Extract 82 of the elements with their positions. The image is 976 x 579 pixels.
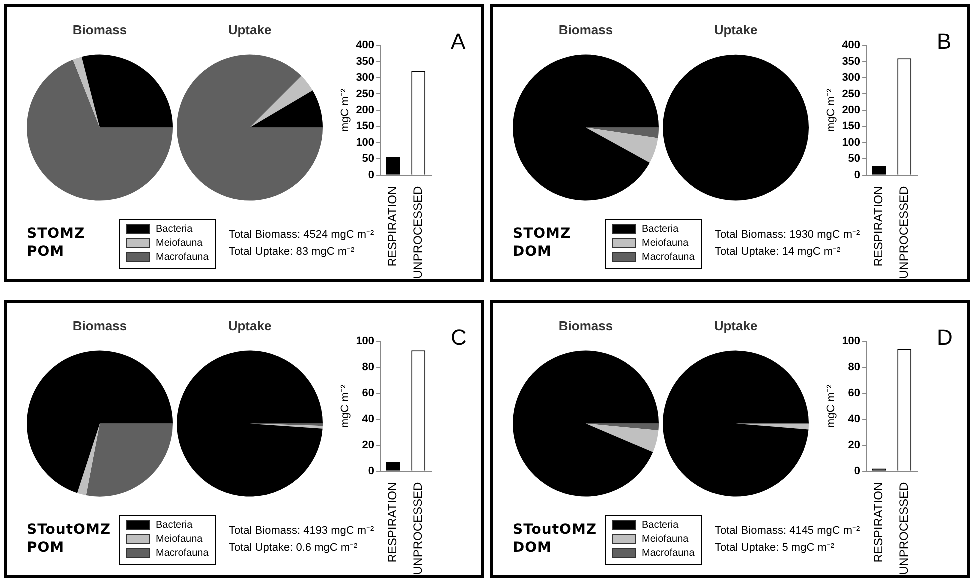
text: DOM	[513, 243, 553, 261]
text: Total Biomass: 4193 mgC m⁻²	[229, 524, 374, 539]
y-axis-title: mgC m⁻²	[340, 88, 352, 132]
slice-label: Biomass	[558, 318, 614, 334]
y-axis-title: mgC m⁻²	[826, 384, 838, 428]
y-tick-label: 150	[356, 120, 375, 133]
text: D	[937, 325, 953, 351]
legend-label: Bacteria	[156, 520, 193, 531]
x-tick-label: UNPROCESSED	[896, 186, 911, 280]
y-tick-label: 50	[848, 153, 861, 166]
text: A	[451, 29, 466, 55]
text: STOMZ	[513, 225, 572, 243]
slice-label: Biomass	[72, 22, 128, 38]
text: Total Uptake: 14 mgC m⁻²	[715, 245, 842, 260]
y-tick-label: 80	[848, 362, 861, 374]
y-tick-label: 400	[842, 40, 861, 52]
text: Total Biomass: 1930 mgC m⁻²	[715, 228, 860, 243]
x-tick-label: UNPROCESSED	[410, 186, 425, 280]
y-tick-label: 0	[368, 169, 375, 182]
y-tick-label: 300	[842, 72, 861, 84]
y-tick-label: 300	[356, 72, 375, 84]
legend-label: Meiofauna	[642, 534, 689, 545]
y-tick-label: 50	[362, 153, 375, 166]
y-tick-label: 250	[356, 88, 375, 100]
y-tick-label: 200	[842, 104, 861, 116]
text: DOM	[513, 539, 553, 557]
y-tick-label: 20	[848, 439, 861, 452]
legend-label: Macrofauna	[156, 252, 209, 263]
text: Total Biomass: 4524 mgC m⁻²	[229, 228, 374, 243]
text: C	[451, 325, 467, 351]
text: B	[937, 29, 952, 55]
text: STOMZ	[27, 225, 86, 243]
y-tick-label: 0	[368, 465, 375, 478]
legend-label: Bacteria	[156, 224, 193, 235]
text: Total Uptake: 83 mgC m⁻²	[229, 245, 356, 260]
y-tick-label: 100	[356, 336, 375, 348]
y-tick-label: 40	[362, 413, 375, 426]
y-tick-label: 20	[362, 439, 375, 452]
y-tick-label: 0	[854, 465, 861, 478]
y-tick-label: 0	[854, 169, 861, 182]
text: POM	[27, 243, 66, 261]
legend-label: Macrofauna	[156, 548, 209, 559]
x-tick-label: RESPIRATION	[872, 186, 886, 267]
slice-label: Biomass	[72, 318, 128, 334]
legend-label: Meiofauna	[156, 534, 203, 545]
y-tick-label: 200	[356, 104, 375, 116]
text: SToutOMZ	[27, 521, 112, 539]
y-tick-label: 100	[842, 136, 861, 149]
y-tick-label: 60	[848, 388, 861, 400]
text: Total Biomass: 4145 mgC m⁻²	[715, 524, 860, 539]
y-tick-label: 100	[842, 336, 861, 348]
y-tick-label: 40	[848, 413, 861, 426]
slice-label: Uptake	[714, 318, 758, 334]
x-tick-label: RESPIRATION	[872, 482, 886, 563]
y-tick-label: 150	[842, 120, 861, 133]
legend-label: Macrofauna	[642, 252, 695, 263]
legend-label: Macrofauna	[642, 548, 695, 559]
y-tick-label: 100	[356, 136, 375, 149]
text: Total Uptake: 5 mgC m⁻²	[715, 541, 836, 556]
text: Total Uptake: 0.6 mgC m⁻²	[229, 541, 359, 556]
y-axis-title: mgC m⁻²	[826, 88, 838, 132]
x-tick-label: UNPROCESSED	[410, 482, 425, 576]
legend-label: Meiofauna	[156, 238, 203, 249]
x-tick-label: RESPIRATION	[386, 482, 400, 563]
y-tick-label: 250	[842, 88, 861, 100]
text: POM	[27, 539, 66, 557]
slice-label: Uptake	[714, 22, 758, 38]
slice-label: Biomass	[558, 22, 614, 38]
y-tick-label: 350	[356, 56, 375, 68]
legend-label: Meiofauna	[642, 238, 689, 249]
y-tick-label: 350	[842, 56, 861, 68]
y-axis-title: mgC m⁻²	[340, 384, 352, 428]
x-tick-label: UNPROCESSED	[896, 482, 911, 576]
x-tick-label: RESPIRATION	[386, 186, 400, 267]
y-tick-label: 80	[362, 362, 375, 374]
text: SToutOMZ	[513, 521, 598, 539]
legend-label: Bacteria	[642, 520, 679, 531]
legend-label: Bacteria	[642, 224, 679, 235]
y-tick-label: 400	[356, 40, 375, 52]
y-tick-label: 60	[362, 388, 375, 400]
slice-label: Uptake	[228, 318, 272, 334]
slice-label: Uptake	[228, 22, 272, 38]
